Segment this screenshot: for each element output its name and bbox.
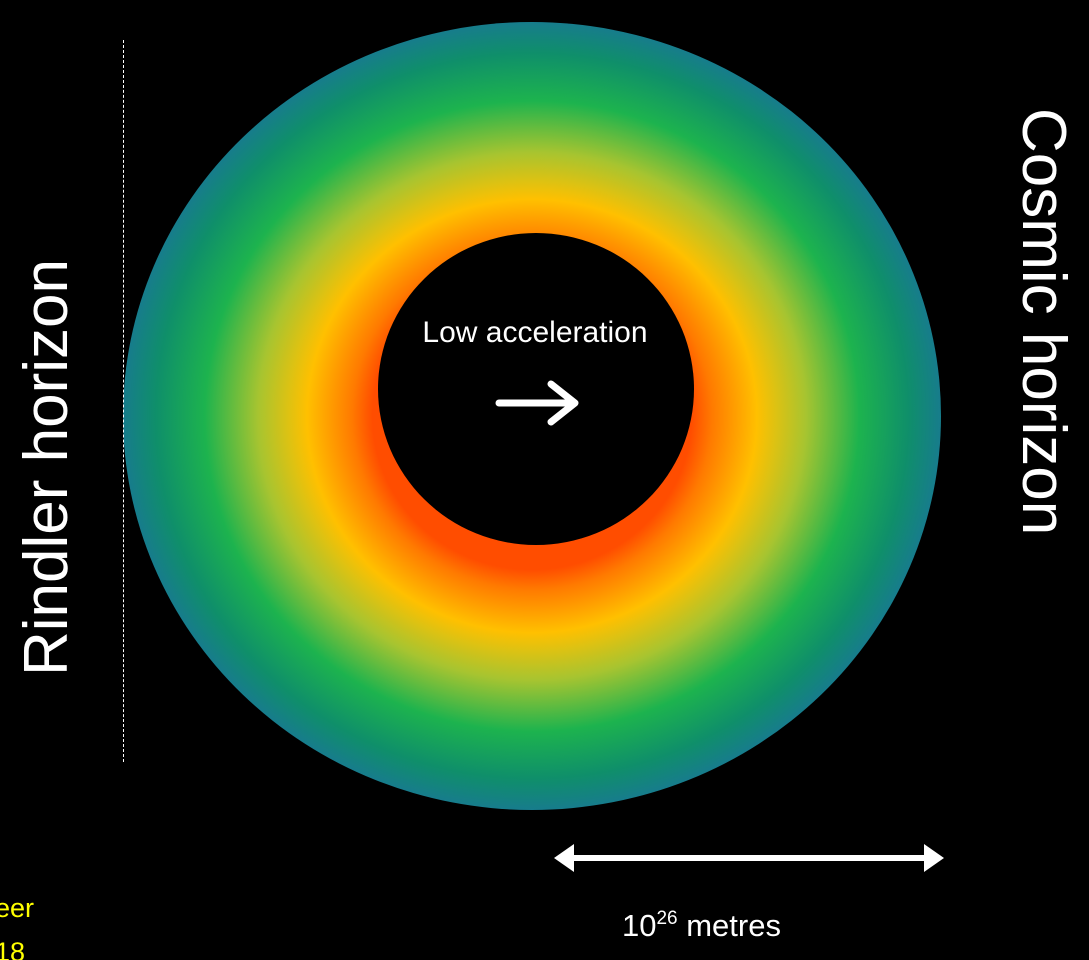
scale-exponent: 26 [656, 908, 678, 929]
scale-label: 1026 metres [622, 908, 781, 944]
rindler-horizon-label: Rindler horizon [12, 259, 81, 676]
rindler-horizon-line [123, 40, 124, 762]
credit-line-2: 018 [0, 937, 26, 960]
scale-unit: metres [677, 908, 781, 943]
right-arrow-icon [495, 380, 579, 426]
cosmic-horizon-label: Cosmic horizon [1009, 108, 1078, 536]
scale-base: 10 [622, 908, 657, 943]
inner-low-acceleration-region [378, 233, 694, 545]
credit-line-1: neer [0, 893, 35, 923]
credit-text: neer 018 [0, 886, 34, 960]
low-acceleration-label: Low acceleration [422, 316, 648, 349]
double-arrow-icon [554, 844, 944, 872]
